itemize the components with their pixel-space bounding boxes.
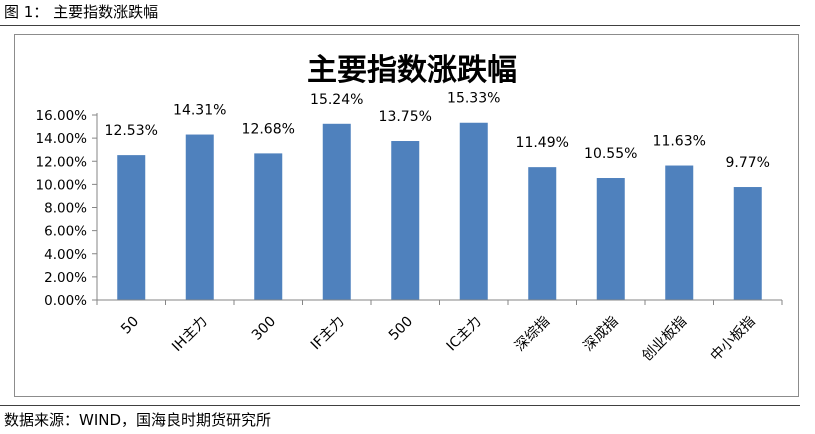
bar	[322, 123, 351, 300]
y-tick-label: 14.00%	[36, 131, 88, 147]
bar	[596, 178, 625, 300]
data-label: 12.68%	[242, 121, 295, 137]
y-tick-label: 10.00%	[36, 177, 88, 193]
data-label: 12.53%	[105, 123, 158, 139]
y-tick-label: 16.00%	[36, 108, 88, 124]
x-tick-label: IC主力	[444, 314, 485, 355]
data-label: 15.24%	[310, 92, 363, 108]
figure-caption: 图 1： 主要指数涨跌幅	[4, 3, 159, 21]
bars	[117, 122, 762, 300]
data-label: 11.49%	[516, 135, 569, 151]
chart-title: 主要指数涨跌幅	[307, 53, 517, 88]
data-label: 15.33%	[447, 91, 500, 107]
x-tick-label: 深综指	[512, 314, 553, 355]
data-label: 9.77%	[726, 155, 770, 171]
bar	[185, 134, 214, 300]
y-tick-label: 12.00%	[36, 154, 88, 170]
top-rule	[0, 25, 800, 26]
bar	[733, 187, 762, 300]
x-tick-label: 创业板指	[639, 314, 690, 365]
y-tick-label: 4.00%	[44, 247, 87, 263]
source-note: 数据来源：WIND，国海良时期货研究所	[4, 411, 272, 429]
y-tick-label: 2.00%	[44, 270, 87, 286]
x-tick-label: 500	[386, 314, 416, 344]
x-tick-label: 深成指	[581, 314, 622, 355]
y-tick-label: 0.00%	[44, 293, 87, 309]
x-tick-label: 中小板指	[708, 314, 759, 365]
data-label: 10.55%	[584, 146, 637, 162]
data-label: 13.75%	[379, 109, 432, 125]
bar	[528, 167, 557, 300]
y-tick-label: 6.00%	[44, 224, 87, 240]
bar	[117, 155, 146, 300]
y-tick-label: 8.00%	[44, 201, 87, 217]
bar	[254, 153, 283, 300]
x-tick-label: 300	[249, 314, 279, 344]
bar	[665, 165, 694, 300]
data-label: 11.63%	[653, 134, 706, 150]
data-labels: 12.53% 14.31% 12.68% 15.24% 13.75% 15.33% 11.4…	[105, 91, 770, 171]
x-tick-label: 50	[118, 314, 142, 338]
bar	[391, 141, 420, 300]
x-tick-label: IF主力	[308, 314, 348, 354]
x-axis: 50 IH主力 300 IF主力 500 IC主力 深综指 深成指 创业板指 中小板指	[96, 299, 783, 365]
data-label: 14.31%	[173, 103, 226, 119]
bar	[459, 122, 488, 300]
y-axis: 0.00% 2.00% 4.00% 6.00% 8.00% 10.00% 12.00% 14.…	[36, 108, 98, 309]
x-tick-label: IH主力	[169, 314, 210, 355]
bottom-rule	[0, 405, 800, 406]
